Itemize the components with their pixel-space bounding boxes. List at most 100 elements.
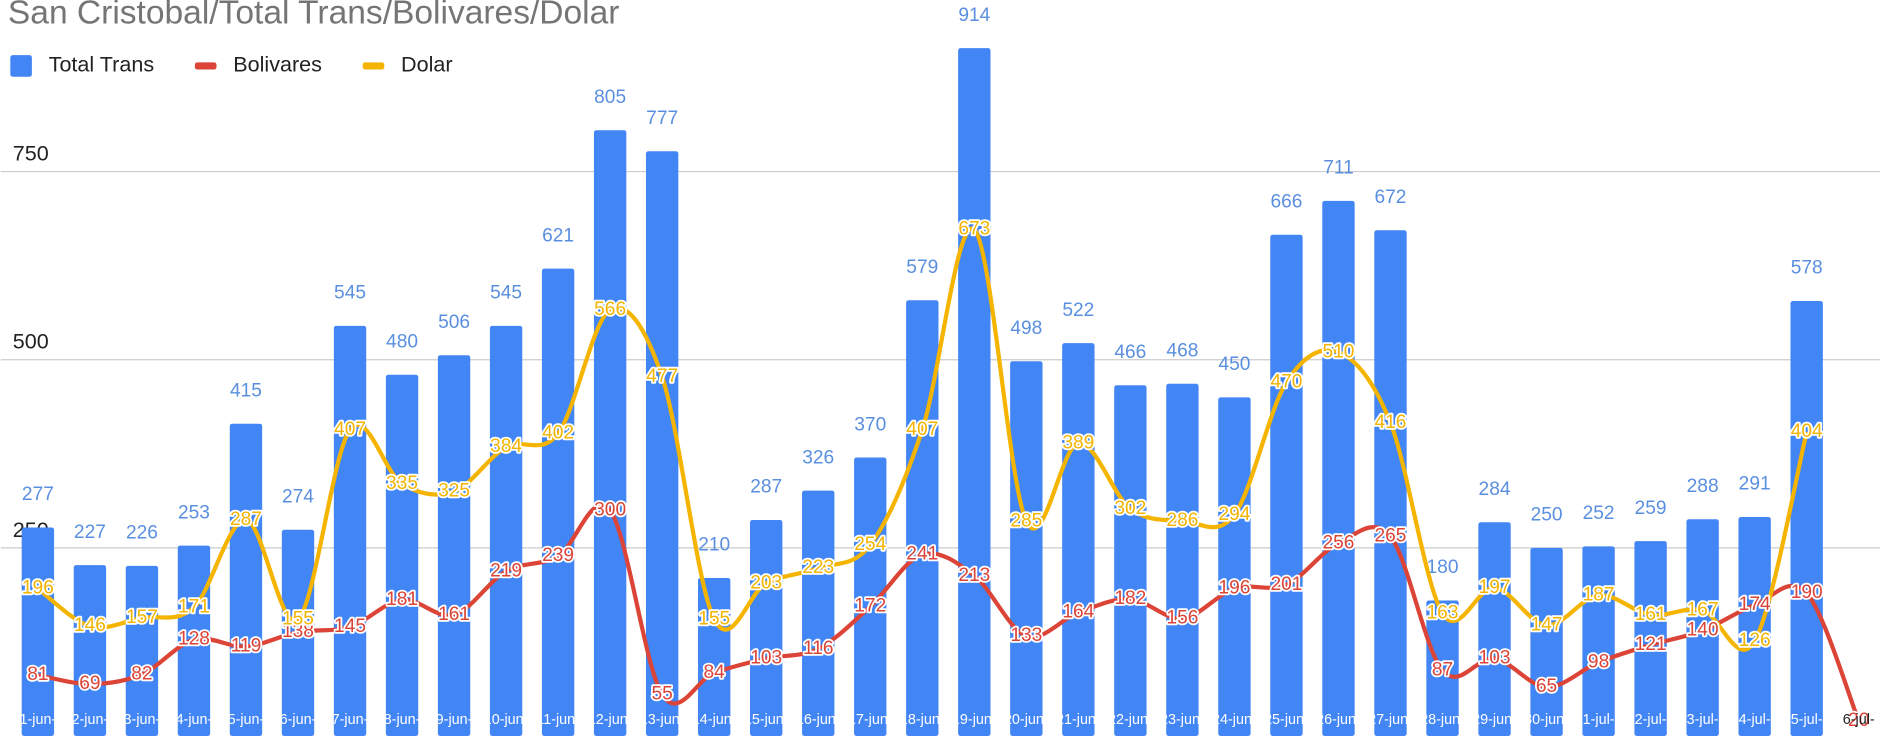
bar xyxy=(1582,546,1615,736)
data-label: 285 xyxy=(1010,511,1042,532)
bar xyxy=(593,130,627,736)
data-label: 673 xyxy=(958,219,990,240)
data-label: 506 xyxy=(438,312,470,333)
data-label: 187 xyxy=(1583,584,1615,605)
data-label: 711 xyxy=(1323,158,1354,179)
bar xyxy=(958,48,991,736)
data-label: 161 xyxy=(1635,604,1667,625)
x-tick-label: 21-jun- xyxy=(1056,712,1101,728)
data-label: 326 xyxy=(802,447,834,468)
data-label: 219 xyxy=(490,560,522,581)
x-tick-label: 12-jun- xyxy=(588,712,633,728)
data-label: 182 xyxy=(1114,588,1146,609)
data-label: 265 xyxy=(1375,526,1407,547)
data-label: 300 xyxy=(594,499,626,520)
data-label: 239 xyxy=(542,545,574,566)
data-label: 201 xyxy=(1270,574,1302,595)
line xyxy=(36,226,1809,652)
x-tick-label: 23-jun- xyxy=(1160,712,1205,728)
data-label: 196 xyxy=(1218,578,1250,599)
bar xyxy=(1322,200,1355,736)
data-label: 84 xyxy=(704,662,726,683)
x-tick-label: 14-jun- xyxy=(692,712,737,728)
data-label: 146 xyxy=(74,615,106,636)
y-tick-label: 500 xyxy=(13,329,49,354)
bar xyxy=(541,268,575,736)
data-label: 477 xyxy=(646,366,678,387)
x-tick-label: 15-jun- xyxy=(744,712,789,728)
bar xyxy=(333,325,367,736)
x-tick-label: 30-jun- xyxy=(1524,712,1569,728)
data-label: 522 xyxy=(1062,300,1094,321)
data-label: 87 xyxy=(1432,660,1453,681)
legend-swatch xyxy=(10,55,32,77)
x-tick-label: 25-jun- xyxy=(1264,712,1309,728)
chart-title: San Cristobal/Total Trans/Bolivares/Dola… xyxy=(8,0,620,31)
data-label: 203 xyxy=(750,572,782,593)
data-label: 335 xyxy=(386,473,418,494)
data-label: 180 xyxy=(1427,557,1459,578)
data-label: 302 xyxy=(1114,498,1146,519)
data-label: 288 xyxy=(1687,476,1719,497)
data-label: 174 xyxy=(1739,594,1771,615)
x-tick-label: 4-jun- xyxy=(176,712,213,728)
x-tick-label: 19-jun- xyxy=(952,712,997,728)
data-label: 253 xyxy=(178,502,210,523)
data-label: 116 xyxy=(803,638,834,659)
data-label: 138 xyxy=(282,621,314,642)
bar xyxy=(906,300,939,736)
data-label: 274 xyxy=(282,486,314,507)
data-label: 155 xyxy=(698,608,730,629)
data-label: 98 xyxy=(1588,651,1609,672)
data-label: 119 xyxy=(231,636,262,657)
data-label: 82 xyxy=(131,663,152,684)
bar xyxy=(1218,397,1251,736)
data-label: 468 xyxy=(1166,341,1198,362)
legend-label: Dolar xyxy=(401,52,453,77)
data-label: 181 xyxy=(386,589,418,610)
bar xyxy=(1634,541,1667,736)
bar xyxy=(1478,522,1511,736)
data-label: 277 xyxy=(22,484,54,505)
x-tick-label: 2-jul- xyxy=(1635,712,1667,728)
data-label: 287 xyxy=(750,477,782,498)
data-label: 259 xyxy=(1635,498,1667,519)
data-label: 196 xyxy=(22,578,54,599)
data-label: 226 xyxy=(126,523,158,544)
data-label: 672 xyxy=(1375,187,1407,208)
data-label: 157 xyxy=(126,607,158,628)
data-label: 147 xyxy=(1531,614,1563,635)
data-label: 286 xyxy=(1166,510,1198,531)
bar xyxy=(1062,343,1095,736)
data-label: 450 xyxy=(1218,354,1250,375)
data-label: 167 xyxy=(1687,599,1719,620)
data-label: 171 xyxy=(178,596,210,617)
x-tick-label: 5-jun- xyxy=(228,712,265,728)
bar xyxy=(229,423,263,736)
x-tick-label: 27-jun- xyxy=(1368,712,1413,728)
bar xyxy=(1270,234,1303,736)
data-label: 545 xyxy=(490,283,522,304)
x-tick-label: 1-jun- xyxy=(19,712,56,728)
data-label: 252 xyxy=(1583,503,1615,524)
x-tick-label: 17-jun- xyxy=(848,712,893,728)
data-label: 407 xyxy=(334,419,366,440)
data-label: 566 xyxy=(594,299,626,320)
x-tick-label: 7-jun- xyxy=(332,712,369,728)
bar xyxy=(1738,517,1771,736)
bar xyxy=(750,520,783,736)
x-tick-label: 6-jun- xyxy=(280,712,317,728)
data-label: 407 xyxy=(906,419,938,440)
data-label: 254 xyxy=(854,534,886,555)
bar xyxy=(1530,547,1563,736)
data-label: 145 xyxy=(334,616,366,637)
data-label: 578 xyxy=(1791,258,1823,279)
data-label: 164 xyxy=(1062,602,1094,623)
x-tick-label: 20-jun- xyxy=(1004,712,1049,728)
x-tick-label: 11-jun- xyxy=(536,712,580,728)
x-tick-label: 26-jun- xyxy=(1316,712,1361,728)
bar xyxy=(73,565,107,736)
data-label: 621 xyxy=(542,225,574,246)
data-label: 384 xyxy=(490,436,522,457)
